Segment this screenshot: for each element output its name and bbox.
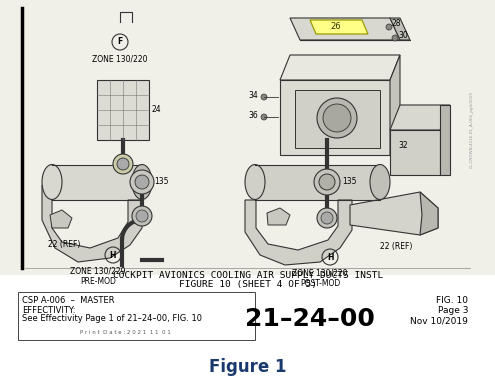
Text: 26: 26 — [331, 22, 342, 31]
Circle shape — [317, 98, 357, 138]
Text: 30: 30 — [398, 31, 408, 41]
Ellipse shape — [42, 164, 62, 200]
Circle shape — [314, 169, 340, 195]
Text: 22 (REF): 22 (REF) — [48, 240, 80, 249]
Ellipse shape — [245, 164, 265, 200]
Text: F: F — [117, 38, 123, 46]
Polygon shape — [50, 210, 72, 228]
Circle shape — [117, 158, 129, 170]
Polygon shape — [245, 200, 352, 265]
Polygon shape — [420, 192, 438, 235]
Ellipse shape — [132, 164, 152, 200]
Circle shape — [135, 175, 149, 189]
Polygon shape — [390, 130, 440, 175]
Polygon shape — [390, 105, 450, 130]
Polygon shape — [390, 18, 410, 40]
Text: ZONE 130/220
POST-MOD: ZONE 130/220 POST-MOD — [292, 269, 348, 288]
Text: FIG. 10: FIG. 10 — [436, 296, 468, 305]
Circle shape — [392, 35, 398, 41]
Text: 135: 135 — [154, 178, 168, 187]
Text: 21–24–00: 21–24–00 — [245, 307, 375, 331]
Polygon shape — [390, 55, 400, 155]
Polygon shape — [290, 18, 400, 40]
Ellipse shape — [370, 164, 390, 200]
Text: ZONE 130/220: ZONE 130/220 — [92, 54, 148, 63]
Circle shape — [113, 154, 133, 174]
Text: Figure 1: Figure 1 — [209, 358, 287, 376]
Text: See Effectivity Page 1 of 21–24–00, FIG. 10: See Effectivity Page 1 of 21–24–00, FIG.… — [22, 314, 202, 323]
Polygon shape — [280, 80, 390, 155]
Circle shape — [261, 114, 267, 120]
Text: 34: 34 — [248, 91, 258, 99]
Circle shape — [323, 104, 351, 132]
Text: Page 3: Page 3 — [438, 306, 468, 315]
Text: CSP A-006  –  MASTER: CSP A-006 – MASTER — [22, 296, 114, 305]
Polygon shape — [295, 90, 380, 148]
Text: COCKPIT AVIONICS COOLING AIR SUPPLY DUCTS INSTL: COCKPIT AVIONICS COOLING AIR SUPPLY DUCT… — [113, 271, 383, 280]
Text: H: H — [327, 252, 333, 262]
Bar — [52, 165, 142, 200]
Text: 36: 36 — [248, 111, 258, 120]
Text: Nov 10/2019: Nov 10/2019 — [410, 316, 468, 325]
Text: CL-CROWN-4116-01_A-006_pg5/2019: CL-CROWN-4116-01_A-006_pg5/2019 — [470, 92, 474, 168]
Text: 22 (REF): 22 (REF) — [380, 242, 412, 251]
Circle shape — [130, 170, 154, 194]
Text: EFFECTIVITY:: EFFECTIVITY: — [22, 306, 76, 315]
Circle shape — [132, 206, 152, 226]
Polygon shape — [42, 185, 142, 262]
Text: FIGURE 10 (SHEET 4 OF 5): FIGURE 10 (SHEET 4 OF 5) — [179, 280, 317, 289]
Text: P r i n t  D a t e : 2 0 2 1  1 1  0 1: P r i n t D a t e : 2 0 2 1 1 1 0 1 — [80, 330, 171, 335]
Circle shape — [321, 212, 333, 224]
Bar — [255, 165, 380, 200]
Text: 24: 24 — [152, 106, 162, 115]
Circle shape — [261, 94, 267, 100]
Text: H: H — [110, 250, 116, 260]
Circle shape — [386, 24, 392, 30]
Circle shape — [136, 210, 148, 222]
Text: ZONE 130/229
PRE-MOD: ZONE 130/229 PRE-MOD — [70, 267, 126, 286]
Polygon shape — [267, 208, 290, 225]
Circle shape — [317, 208, 337, 228]
Circle shape — [319, 174, 335, 190]
Text: 135: 135 — [342, 178, 356, 187]
Text: 28: 28 — [392, 19, 401, 29]
Polygon shape — [440, 105, 450, 175]
Bar — [18, 292, 255, 340]
Polygon shape — [280, 55, 400, 80]
Text: 32: 32 — [398, 140, 407, 149]
Polygon shape — [310, 20, 368, 34]
Polygon shape — [350, 192, 438, 235]
Bar — [97, 80, 149, 140]
Bar — [0, 0, 495, 275]
